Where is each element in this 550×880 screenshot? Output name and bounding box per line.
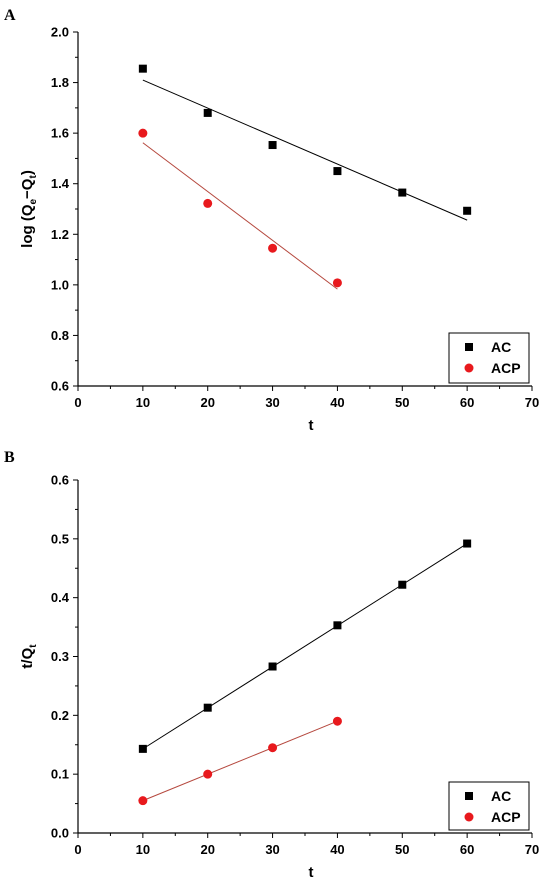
chart-b-y-axis-label: t/Qt <box>19 644 39 669</box>
chart-b-x-tick-label: 70 <box>525 842 539 857</box>
chart-b-fit-line-ac <box>142 543 468 750</box>
chart-a-x-axis-label: t <box>309 417 314 434</box>
chart-a-point-ac <box>333 167 342 176</box>
chart-b-y-tick-label: 0.6 <box>51 473 69 488</box>
chart-a-fit-line-ac <box>142 79 468 221</box>
chart-b-y-tick-label: 0.4 <box>51 590 70 605</box>
chart-b-point-ac <box>268 662 277 671</box>
chart-b-point-ac <box>398 580 407 589</box>
chart-b-point-ac <box>333 621 342 630</box>
chart-a-x-tick-label: 70 <box>525 395 539 410</box>
chart-b-legend-marker-ac <box>465 792 473 800</box>
panel-label-a: A <box>4 7 16 24</box>
chart-b-x-tick-label: 60 <box>460 842 474 857</box>
chart-a-y-tick-label: 1.2 <box>51 227 69 242</box>
chart-a-y-axis-label-part: t <box>28 175 39 179</box>
chart-b-point-acp <box>332 716 342 726</box>
chart-b-legend-label-ac: AC <box>491 788 511 804</box>
chart-a-y-axis-label-part: log (Q <box>19 204 36 248</box>
chart-b-point-ac <box>463 539 472 548</box>
chart-b-x-tick-label: 10 <box>136 842 150 857</box>
chart-b-y-tick-label: 0.5 <box>51 531 69 546</box>
chart-a-x-tick-label: 20 <box>200 395 214 410</box>
chart-a-legend-label-ac: AC <box>491 339 511 355</box>
chart-a-point-acp <box>138 128 148 138</box>
chart-a-legend-marker-acp <box>464 363 474 373</box>
chart-b-x-tick-label: 20 <box>200 842 214 857</box>
chart-a-y-tick-label: 0.6 <box>51 379 69 394</box>
chart-b-x-tick-label: 40 <box>330 842 344 857</box>
chart-a-point-acp <box>332 278 342 288</box>
chart-b: B 0 10 20 30 40 50 60 700.00.10.20.30.40.50.6tt… <box>4 449 539 880</box>
chart-a-y-tick-label: 1.4 <box>51 176 70 191</box>
chart-a-y-axis-label-part: −Q <box>19 178 36 199</box>
chart-b-x-tick-label: 30 <box>265 842 279 857</box>
chart-a-y-tick-label: 1.8 <box>51 75 69 90</box>
chart-b-fit-line-acp <box>142 720 338 802</box>
chart-b-legend-box <box>448 781 530 831</box>
chart-a-fit-line-acp <box>142 142 338 290</box>
chart-a-point-ac <box>398 188 407 197</box>
chart-a-x-tick-label: 10 <box>136 395 150 410</box>
chart-b-point-acp <box>268 743 278 753</box>
chart-b-y-tick-label: 0.3 <box>51 649 69 664</box>
chart-a-point-ac <box>203 108 212 117</box>
panel-label-b: B <box>4 449 15 466</box>
chart-a-y-tick-label: 1.6 <box>51 126 69 141</box>
chart-a-x-tick-label: 50 <box>395 395 409 410</box>
chart-b-point-ac <box>203 703 212 712</box>
chart-b-legend-marker-acp <box>464 812 474 822</box>
chart-b-point-acp <box>203 769 213 779</box>
chart-b-y-tick-label: 0.1 <box>51 767 69 782</box>
chart-a-point-ac <box>138 64 147 73</box>
chart-a-x-tick-label: 40 <box>330 395 344 410</box>
chart-a-point-ac <box>463 206 472 215</box>
chart-a-x-tick-label: 60 <box>460 395 474 410</box>
chart-a-y-tick-label: 0.8 <box>51 328 69 343</box>
chart-a-point-ac <box>268 141 277 150</box>
chart-a: A 0 10 20 30 40 50 60 70 0.6 0.8 1.0 1.2 1.4 1.6 1.8 2.… <box>4 7 539 434</box>
chart-b-point-acp <box>138 796 148 806</box>
chart-b-y-tick-label: 0.2 <box>51 708 69 723</box>
chart-a-x-tick-label: 0 <box>74 395 81 410</box>
chart-b-y-axis-label-part: t/Q <box>19 647 36 668</box>
chart-b-x-tick-label: 50 <box>395 842 409 857</box>
chart-b-y-axis-label-part: t <box>28 644 39 648</box>
chart-a-point-acp <box>268 243 278 253</box>
chart-a-y-tick-label: 2.0 <box>51 25 69 40</box>
chart-a-legend: AC ACP <box>448 332 530 384</box>
chart-b-x-axis-label: t <box>309 864 314 880</box>
chart-a-x-tick-label: 30 <box>265 395 279 410</box>
chart-b-legend-label-acp: ACP <box>491 809 521 825</box>
chart-b-legend: AC ACP <box>448 781 530 831</box>
chart-a-legend-box <box>448 332 530 384</box>
chart-a-y-axis-label-part: ) <box>19 170 36 175</box>
chart-b-point-ac <box>138 744 147 753</box>
chart-a-y-tick-label: 1.0 <box>51 277 69 292</box>
chart-a-point-acp <box>203 198 213 208</box>
chart-a-y-axis-label: log (Qe−Qt) <box>19 170 39 248</box>
chart-b-x-tick-label: 0 <box>74 842 81 857</box>
chart-a-legend-marker-ac <box>465 343 473 351</box>
chart-a-legend-label-acp: ACP <box>491 360 521 376</box>
chart-a-y-axis-label-part: e <box>28 199 39 205</box>
chart-b-y-tick-label: 0.0 <box>51 826 69 841</box>
